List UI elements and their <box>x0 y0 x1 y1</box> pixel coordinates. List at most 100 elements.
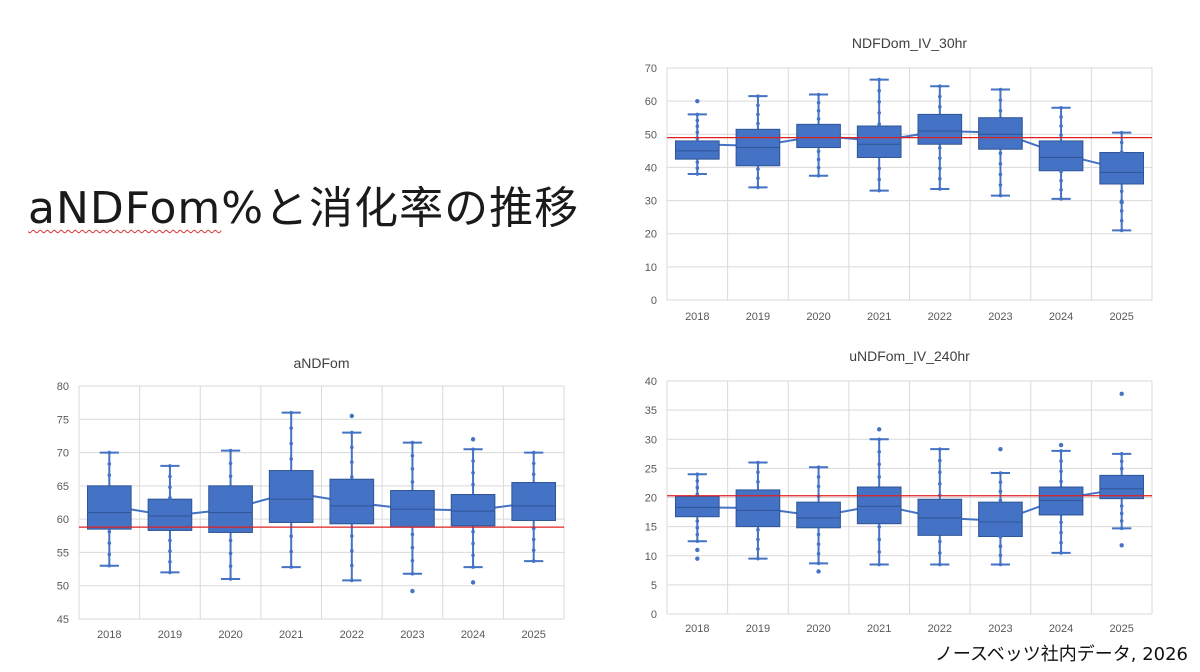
data-point <box>938 176 942 181</box>
x-tick-label: 2025 <box>1109 623 1133 635</box>
data-point <box>877 166 881 171</box>
data-point <box>816 108 821 113</box>
data-point <box>695 479 700 483</box>
box-iqr <box>856 125 902 158</box>
x-tick-label: 2023 <box>988 623 1012 635</box>
data-point <box>107 552 112 557</box>
y-tick-label: 25 <box>645 463 657 475</box>
data-point <box>938 481 942 486</box>
x-tick-label: 2022 <box>928 311 952 323</box>
x-tick-label: 2021 <box>279 629 303 641</box>
y-tick-label: 50 <box>57 581 69 593</box>
chart-ndfdom-iv-30hr: NDFDom_IV_30hr 0 10 20 30 40 50 60 70 2018 2019 202… <box>645 35 1153 323</box>
y-tick-label: 30 <box>645 196 657 208</box>
data-point <box>938 84 942 89</box>
data-point <box>228 461 233 466</box>
data-point <box>756 94 760 98</box>
x-tick-label: 2024 <box>1049 623 1073 635</box>
y-tick-label: 50 <box>645 129 657 141</box>
outlier-point <box>998 446 1003 452</box>
data-point <box>410 453 415 458</box>
y-tick-label: 55 <box>57 547 69 559</box>
data-point <box>1059 133 1063 137</box>
data-point <box>410 480 415 484</box>
box-iqr <box>1038 140 1084 172</box>
data-point <box>410 532 415 537</box>
x-tick-label: 2020 <box>806 311 830 323</box>
outlier-point <box>695 556 700 561</box>
data-point <box>695 160 700 164</box>
x-tick-label: 2021 <box>867 623 891 635</box>
box-iqr <box>86 485 132 530</box>
y-tick-label: 35 <box>645 405 657 417</box>
data-point <box>350 549 354 553</box>
y-tick-label: 75 <box>57 414 69 426</box>
y-tick-label: 20 <box>645 493 657 505</box>
data-point <box>756 460 760 465</box>
data-point <box>998 535 1003 539</box>
box-iqr <box>450 494 496 527</box>
data-point <box>168 570 172 575</box>
data-point <box>1119 519 1124 523</box>
data-point <box>410 545 415 550</box>
data-point <box>938 166 942 171</box>
data-point <box>107 563 112 568</box>
data-point <box>471 541 475 546</box>
box-iqr <box>268 470 314 523</box>
data-point <box>289 426 293 430</box>
outlier-point <box>1058 442 1064 448</box>
data-point <box>1059 530 1063 535</box>
data-point <box>168 485 172 489</box>
data-point <box>877 462 881 467</box>
data-point <box>998 480 1003 484</box>
box-iqr <box>1099 474 1145 500</box>
data-point <box>350 460 354 464</box>
data-point <box>998 151 1003 155</box>
data-point <box>998 161 1003 166</box>
data-point <box>289 565 293 569</box>
data-point <box>695 539 700 543</box>
data-point <box>1119 130 1124 135</box>
outlier-point <box>349 413 355 419</box>
x-tick-label: 2023 <box>400 629 424 641</box>
y-tick-label: 10 <box>645 262 657 274</box>
data-point <box>1119 218 1124 223</box>
data-point <box>1059 115 1063 119</box>
box-iqr <box>1099 152 1145 185</box>
data-point <box>877 550 881 554</box>
data-point <box>1119 452 1124 456</box>
x-tick-label: 2024 <box>1049 311 1073 323</box>
data-point <box>816 173 821 178</box>
data-point <box>756 556 760 561</box>
y-tick-label: 60 <box>57 514 69 526</box>
data-point <box>816 100 821 105</box>
data-point <box>756 537 760 542</box>
data-point <box>877 437 881 442</box>
box-iqr <box>208 485 253 533</box>
box-iqr <box>978 501 1023 538</box>
data-point <box>471 447 475 452</box>
data-point <box>471 565 475 569</box>
data-point <box>816 117 821 121</box>
y-tick-label: 40 <box>645 376 657 388</box>
box-iqr <box>796 123 841 149</box>
data-point <box>695 532 700 537</box>
data-point <box>756 185 760 190</box>
data-point <box>938 562 942 567</box>
data-point <box>289 410 293 415</box>
data-point <box>228 538 233 543</box>
data-point <box>350 445 354 450</box>
box-iqr <box>511 482 557 521</box>
data-point <box>471 553 475 558</box>
data-point <box>938 470 942 475</box>
box-iqr <box>856 486 902 525</box>
data-point <box>998 498 1003 503</box>
y-tick-label: 60 <box>645 96 657 108</box>
data-point <box>695 112 700 117</box>
data-point <box>756 528 760 532</box>
data-point <box>695 485 700 490</box>
data-point <box>410 440 415 445</box>
data-point <box>168 496 172 500</box>
x-tick-label: 2020 <box>218 629 242 641</box>
data-point <box>1059 449 1063 453</box>
